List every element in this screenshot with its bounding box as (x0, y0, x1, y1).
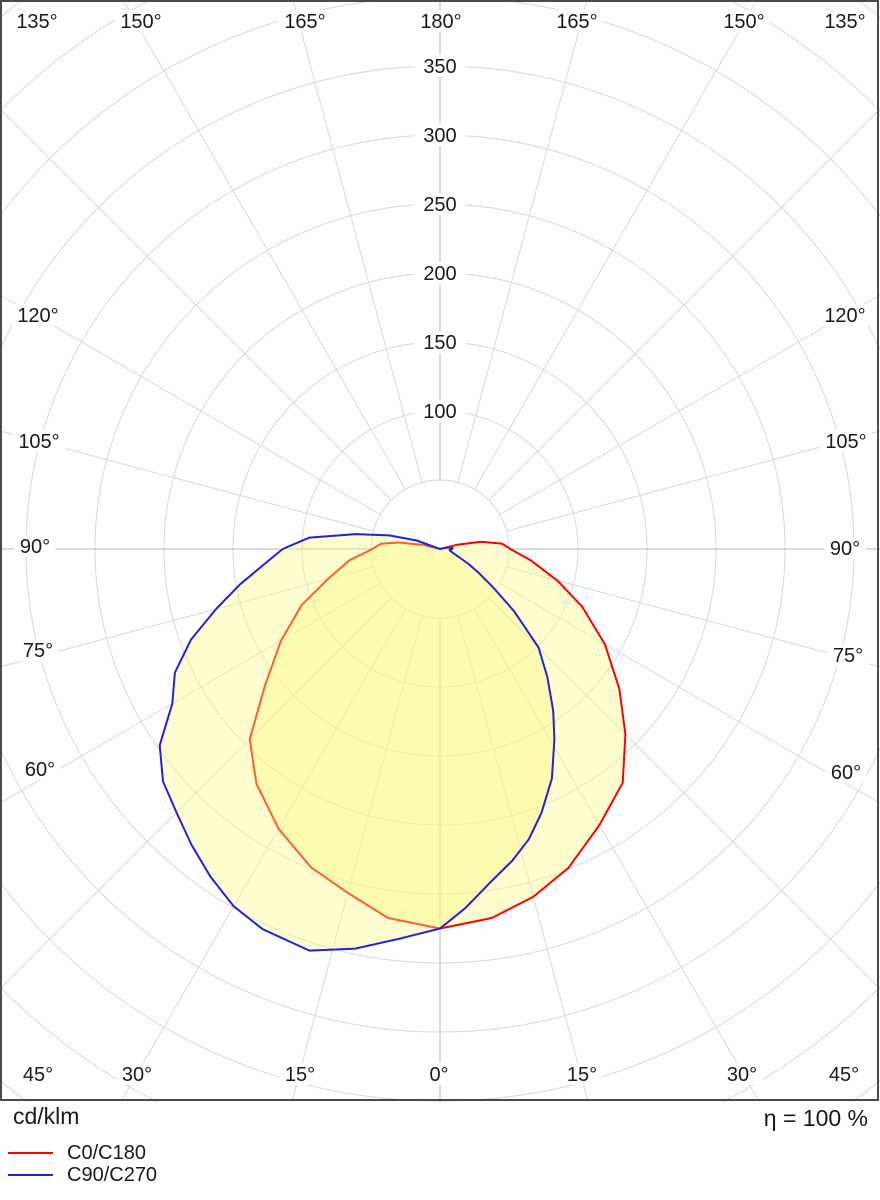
angle-label-bg (721, 1063, 763, 1085)
grid-ray (0, 108, 392, 501)
grid-ray (0, 597, 392, 990)
grid-ray (0, 294, 381, 515)
grid-ray (474, 0, 758, 490)
angle-label-bg (279, 1063, 321, 1085)
grid-ray (506, 566, 880, 668)
grid-ray (0, 566, 374, 668)
grid-ray (457, 615, 615, 1200)
legend: C0/C180 C90/C270 (8, 1142, 157, 1186)
angle-tick-label: 165° (284, 11, 325, 33)
radial-tick-label: 250 (423, 194, 456, 216)
radial-tick-label: 150 (423, 332, 456, 354)
angle-label-bg (115, 10, 167, 32)
radial-tick-label: 300 (423, 125, 456, 147)
radial-label-bg (415, 124, 465, 146)
unit-label: cd/klm (13, 1103, 80, 1129)
angle-tick-label: 90° (830, 538, 860, 560)
angle-tick-label: 180° (420, 11, 461, 33)
radial-label-bg (415, 400, 465, 422)
angle-tick-label: 15° (285, 1064, 315, 1086)
angle-label-bg (827, 644, 869, 666)
grid-ray (292, 0, 423, 483)
angle-label-bg (17, 1063, 59, 1085)
angle-label-bg (17, 639, 59, 661)
angle-tick-label: 135° (16, 11, 57, 33)
angle-label-bg (424, 1063, 454, 1085)
grid-ray (265, 615, 423, 1200)
angle-tick-label: 90° (20, 536, 50, 558)
angle-label-bg (415, 10, 467, 32)
legend-row: C90/C270 (8, 1164, 157, 1186)
angle-tick-label: 120° (824, 305, 865, 327)
grid-ray (488, 597, 880, 990)
angle-tick-label: 60° (831, 762, 861, 784)
efficiency-label: η = 100 % (763, 1105, 868, 1131)
angle-label-bg (11, 10, 63, 32)
chart-footer: cd/klm η = 100 % C0/C180 C90/C270 (0, 1102, 880, 1200)
angle-tick-label: 75° (23, 640, 53, 662)
angle-label-bg (12, 304, 64, 326)
grid-ray (457, 0, 588, 483)
angle-tick-label: 105° (18, 431, 59, 453)
chart-frame (0, 0, 879, 1101)
angle-label-bg (116, 1063, 158, 1085)
grid-ray (0, 583, 381, 804)
angle-tick-label: 150° (723, 11, 764, 33)
angle-label-bg (825, 761, 867, 783)
legend-row: C0/C180 (8, 1142, 157, 1164)
angle-tick-label: 30° (727, 1064, 757, 1086)
angle-tick-label: 30° (122, 1064, 152, 1086)
angle-label-bg (824, 537, 866, 559)
grid-ray (0, 430, 374, 532)
angle-label-bg (19, 758, 61, 780)
angle-label-bg (820, 430, 872, 452)
angle-label-bg (13, 430, 65, 452)
grid-ray (488, 108, 880, 501)
angle-label-bg (823, 1063, 865, 1085)
grid-ray (506, 430, 880, 532)
curve-C90-C270 (158, 533, 556, 952)
angle-tick-label: 60° (25, 759, 55, 781)
radial-label-bg (415, 193, 465, 215)
angle-label-bg (561, 1063, 603, 1085)
angle-tick-label: 120° (17, 305, 58, 327)
angle-tick-label: 45° (829, 1064, 859, 1086)
radial-tick-label: 350 (423, 56, 456, 78)
grid-ray (122, 0, 406, 490)
angle-label-bg (279, 10, 331, 32)
radial-label-bg (415, 262, 465, 284)
legend-label: C0/C180 (67, 1142, 146, 1164)
angle-label-bg (551, 10, 603, 32)
grid-ray (499, 583, 880, 804)
angle-tick-label: 165° (556, 11, 597, 33)
angle-tick-label: 0° (429, 1064, 448, 1086)
angle-tick-label: 150° (120, 11, 161, 33)
legend-line-swatch (8, 1174, 53, 1176)
grid-ray (499, 294, 880, 515)
radial-tick-label: 200 (423, 263, 456, 285)
radial-label-bg (415, 331, 465, 353)
angle-tick-label: 75° (833, 645, 863, 667)
legend-line-swatch (8, 1152, 53, 1154)
legend-label: C90/C270 (67, 1164, 158, 1186)
angle-tick-label: 135° (824, 11, 865, 33)
angle-label-bg (819, 304, 871, 326)
angle-label-bg (819, 10, 871, 32)
angle-label-bg (14, 535, 56, 557)
radial-tick-label: 100 (423, 401, 456, 423)
angle-tick-label: 15° (567, 1064, 597, 1086)
angle-tick-label: 45° (23, 1064, 53, 1086)
angle-label-bg (718, 10, 770, 32)
radial-label-bg (415, 55, 465, 77)
angle-tick-label: 105° (825, 431, 866, 453)
